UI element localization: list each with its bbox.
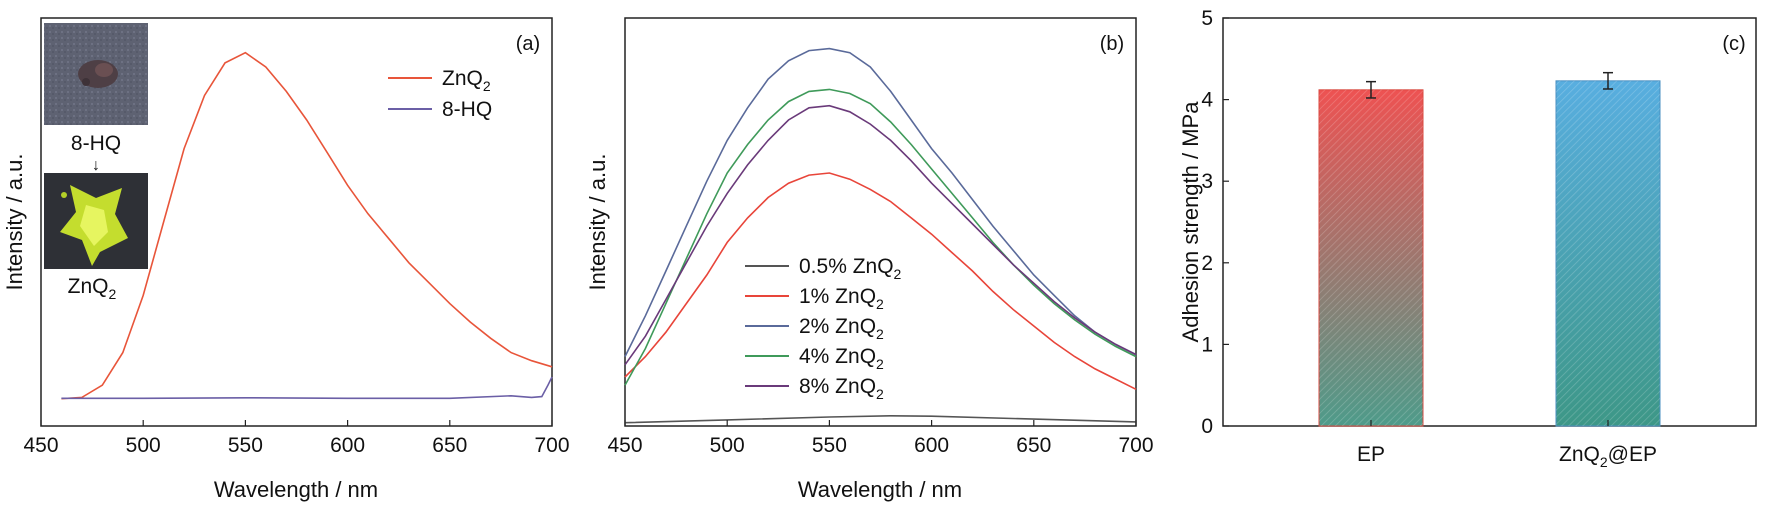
xtick-label-a-1: 500 xyxy=(126,434,161,457)
panel-b: 450 500 550 600 650 700 Wavelength / nm Inten… xyxy=(585,17,1154,502)
legend-label-b-3: 4% ZnQ2 xyxy=(799,345,884,372)
xtick-label-b-0: 450 xyxy=(607,434,642,457)
xtick-label-a-0: 450 xyxy=(23,434,58,457)
panel-a-xlabel: Wavelength / nm xyxy=(214,477,378,502)
panel-a: 450 500 550 600 650 700 Wavelength / nm Inten… xyxy=(2,17,570,502)
xtick-label-b-3: 600 xyxy=(914,434,949,457)
ytick-label-c-2: 2 xyxy=(1201,252,1213,275)
ytick-label-c-3: 3 xyxy=(1201,170,1213,193)
panel-a-frame xyxy=(40,17,553,427)
panel-b-tag: (b) xyxy=(1100,33,1124,55)
xtick-label-b-4: 650 xyxy=(1016,434,1051,457)
panel-a-tag: (a) xyxy=(516,33,540,55)
xtick-label-b-1: 500 xyxy=(710,434,745,457)
legend-label-b-0: 0.5% ZnQ2 xyxy=(799,255,902,282)
panel-b-ylabel: Intensity / a.u. xyxy=(585,154,610,291)
series-line-b-4 xyxy=(624,104,1137,366)
panel-b-frame xyxy=(624,17,1137,427)
panel-b-xticks: 450 500 550 600 650 700 xyxy=(607,420,1154,457)
panel-a-legend: ZnQ2 8-HQ xyxy=(388,67,492,121)
legend-label-b-4: 8% ZnQ2 xyxy=(799,375,884,402)
panel-c-ylabel: Adhesion strength / MPa xyxy=(1178,101,1203,343)
inset-label-8hq: 8-HQ xyxy=(71,132,121,155)
panel-b-series xyxy=(624,47,1137,424)
panel-a-ylabel: Intensity / a.u. xyxy=(2,154,27,291)
category-label-ep: EP xyxy=(1357,443,1385,466)
inset-arrow: ↓ xyxy=(92,157,100,174)
inset-photo-znq2 xyxy=(44,173,148,269)
series-line-b-2 xyxy=(624,47,1137,357)
series-line-b-3 xyxy=(624,88,1137,386)
xtick-label-a-4: 650 xyxy=(432,434,467,457)
legend-label-zn: ZnQ2 xyxy=(442,67,491,94)
xtick-label-a-3: 600 xyxy=(330,434,365,457)
series-line-a-1 xyxy=(61,376,553,400)
panel-c-bars xyxy=(1318,71,1661,427)
panel-b-xlabel: Wavelength / nm xyxy=(798,477,962,502)
panel-c-frame xyxy=(1222,17,1757,427)
ytick-label-c-1: 1 xyxy=(1201,333,1213,356)
panel-a-xticks: 450 500 550 600 650 700 xyxy=(23,420,570,457)
xtick-label-b-5: 700 xyxy=(1118,434,1153,457)
ytick-label-c-4: 4 xyxy=(1201,89,1213,112)
panel-c: 0 1 2 3 4 5 Adhesion strength / MPa (c) EP Zn… xyxy=(1178,7,1757,470)
series-line-a-0 xyxy=(61,51,553,400)
inset-label-znq2: ZnQ2 xyxy=(68,275,117,302)
legend-label-8hq: 8-HQ xyxy=(442,98,492,121)
bar-hatch-0 xyxy=(1319,89,1423,427)
series-line-b-0 xyxy=(624,414,1137,424)
inset-photo-8hq xyxy=(44,23,148,125)
category-label-znq2-ep: ZnQ2@EP xyxy=(1559,443,1657,470)
ytick-label-c-0: 0 xyxy=(1201,415,1213,438)
xtick-label-b-2: 550 xyxy=(812,434,847,457)
xtick-label-a-2: 550 xyxy=(228,434,263,457)
panel-a-series xyxy=(61,51,553,400)
legend-label-b-1: 1% ZnQ2 xyxy=(799,285,884,312)
legend-label-b-2: 2% ZnQ2 xyxy=(799,315,884,342)
xtick-label-a-5: 700 xyxy=(534,434,569,457)
panel-c-yticks: 0 1 2 3 4 5 xyxy=(1201,7,1229,438)
panel-b-legend: 0.5% ZnQ2 1% ZnQ2 2% ZnQ2 4% ZnQ2 8% ZnQ2 xyxy=(745,255,902,402)
series-line-b-1 xyxy=(624,172,1137,391)
panel-c-tag: (c) xyxy=(1722,33,1745,55)
ytick-label-c-5: 5 xyxy=(1201,7,1213,30)
bar-hatch-1 xyxy=(1556,80,1660,426)
